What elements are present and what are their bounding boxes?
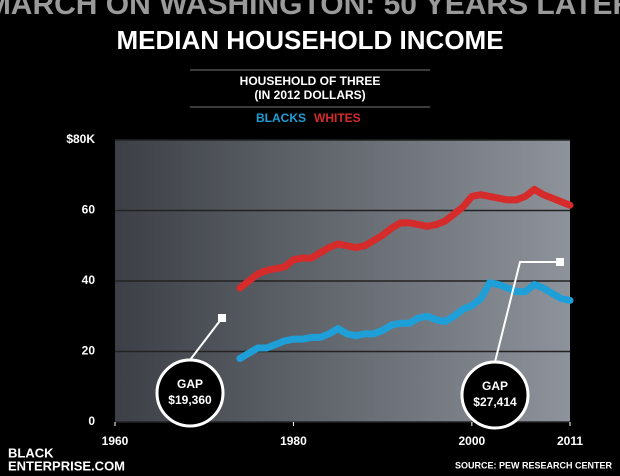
logo: ENTERPRISE.COM <box>8 458 125 473</box>
y-tick-label: 40 <box>82 273 96 287</box>
annotation: $19,360 <box>168 393 212 407</box>
y-tick-label: $80K <box>66 132 95 146</box>
x-tick-label: 2011 <box>557 434 583 448</box>
series-line <box>236 185 574 292</box>
banner: MARCH ON WASHINGTON: 50 YEARS LATER <box>0 0 620 21</box>
x-tick-label: 1960 <box>102 434 129 448</box>
subtitle: (IN 2012 DOLLARS) <box>254 88 365 102</box>
callout-line <box>494 261 560 363</box>
y-tick-label: 20 <box>82 344 96 358</box>
source: SOURCE: PEW RESEARCH CENTER <box>455 460 613 470</box>
y-tick-label: 60 <box>82 203 96 217</box>
legend-entry: WHITES <box>314 111 361 125</box>
callout-circle <box>155 358 225 428</box>
subtitle: HOUSEHOLD OF THREE <box>240 74 381 88</box>
y-tick-label: 0 <box>88 414 95 428</box>
callout-marker <box>218 314 226 322</box>
series-line <box>236 279 574 363</box>
annotation: GAP <box>177 377 203 391</box>
annotation: GAP <box>482 379 508 393</box>
chart-title: MEDIAN HOUSEHOLD INCOME <box>116 25 503 55</box>
legend-entry: BLACKS <box>256 111 306 125</box>
x-tick-label: 1980 <box>280 434 307 448</box>
callout-line <box>189 317 223 361</box>
x-tick-label: 2000 <box>459 434 486 448</box>
annotation: $27,414 <box>473 395 517 409</box>
callout-circle <box>460 360 530 430</box>
logo: BLACK <box>8 445 54 460</box>
callout-marker <box>556 258 564 266</box>
